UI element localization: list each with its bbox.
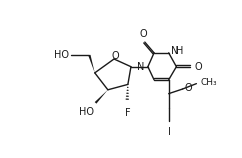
Text: O: O [139,29,147,39]
Text: F: F [125,107,131,118]
Text: N: N [137,62,145,73]
Polygon shape [95,90,108,104]
Text: O: O [184,83,192,93]
Text: HO: HO [54,50,69,60]
Text: N: N [171,46,178,56]
Text: O: O [195,62,203,72]
Text: O: O [112,51,119,61]
Text: CH₃: CH₃ [200,78,217,87]
Text: HO: HO [79,107,94,117]
Text: I: I [168,127,171,137]
Text: H: H [176,46,184,56]
Polygon shape [88,55,95,73]
